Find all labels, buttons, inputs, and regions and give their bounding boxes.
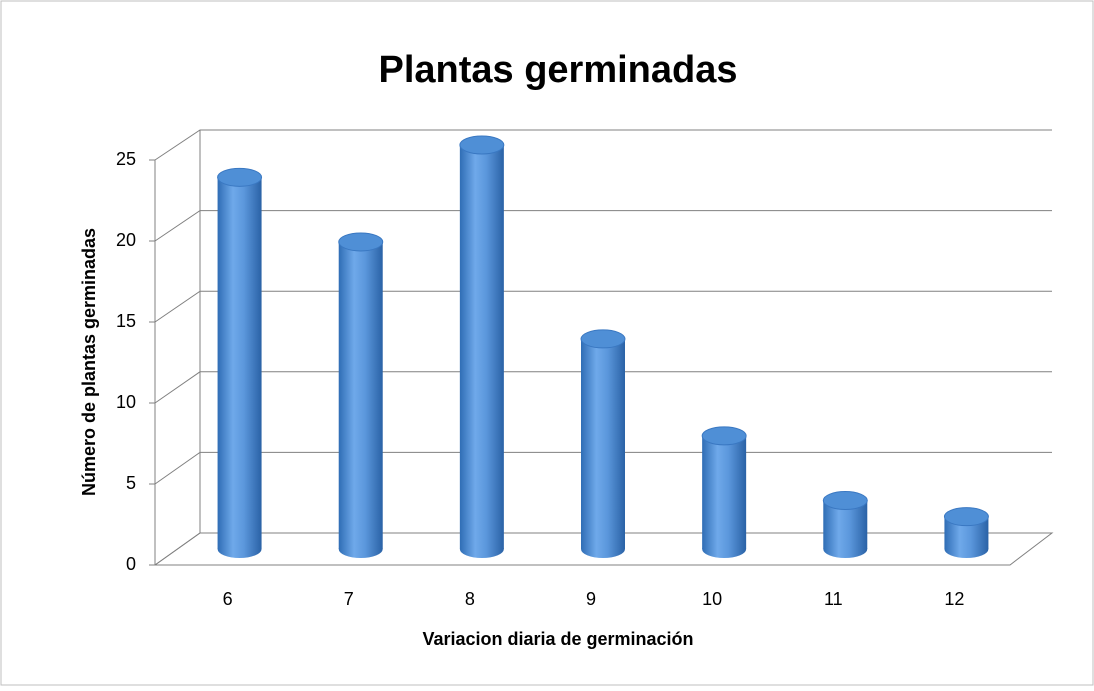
x-tick-label: 8 (465, 589, 475, 609)
bar (338, 241, 383, 549)
x-tick-label: 7 (344, 589, 354, 609)
bar (217, 177, 262, 549)
bar-top (822, 491, 868, 511)
y-tick-label: 20 (116, 230, 136, 250)
x-tick-label: 10 (702, 589, 722, 609)
bar (459, 145, 504, 549)
grid-line (154, 129, 1052, 161)
bar-top (580, 329, 626, 349)
chart-title: Plantas germinadas (378, 49, 737, 91)
x-tick-label: 11 (824, 589, 843, 609)
bar-top (338, 232, 384, 252)
bar (702, 435, 747, 549)
x-tick-label: 9 (586, 589, 596, 609)
y-tick-label: 5 (126, 473, 136, 493)
x-tick-label: 6 (223, 589, 233, 609)
y-tick-label: 10 (116, 392, 136, 412)
y-axis-title: Número de plantas germinadas (79, 228, 99, 496)
y-tick-label: 0 (126, 554, 136, 574)
grid-line (154, 210, 1052, 242)
grid-line (154, 371, 1052, 404)
bar-top (459, 135, 505, 155)
grid-line (154, 451, 1052, 485)
x-axis-title: Variacion diaria de germinación (422, 629, 693, 649)
bar-top (943, 507, 989, 527)
bar-top (701, 426, 747, 446)
y-tick-label: 25 (116, 149, 136, 169)
grid-line (154, 290, 1052, 323)
bar-top (217, 167, 263, 187)
bar (581, 338, 625, 549)
x-tick-label: 12 (944, 589, 964, 609)
y-tick-label: 15 (116, 311, 136, 331)
grid-line (154, 532, 1052, 566)
